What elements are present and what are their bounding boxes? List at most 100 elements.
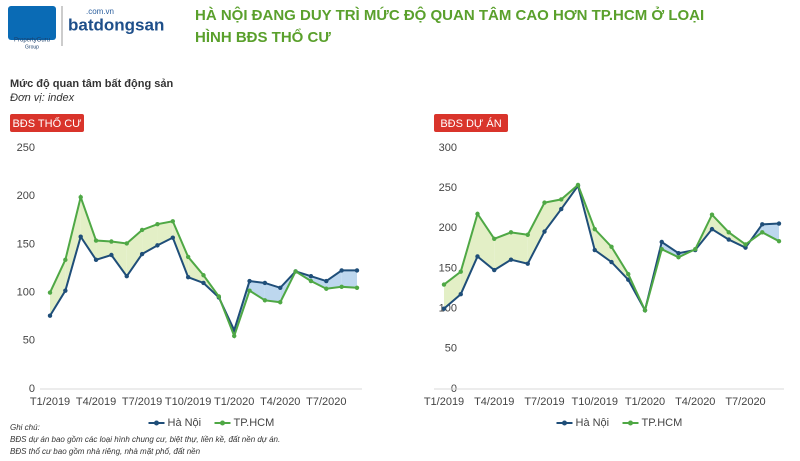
- y-tick-label: 200: [439, 222, 457, 234]
- y-tick-label: 50: [445, 343, 457, 355]
- point: [324, 278, 329, 284]
- fill-between: [527, 202, 545, 264]
- point: [709, 212, 715, 217]
- x-tick-label: T1/2019: [30, 396, 70, 408]
- point: [609, 244, 614, 250]
- point: [458, 269, 463, 274]
- point: [659, 247, 664, 252]
- title: HÀ NỘI ĐANG DUY TRÌ MỨC ĐỘ QUAN TÂM CAO …: [195, 6, 704, 24]
- point: [354, 285, 360, 290]
- point: [776, 238, 782, 244]
- point: [525, 232, 530, 237]
- y-tick-label: 50: [23, 335, 35, 347]
- y-tick-label: 200: [17, 190, 35, 202]
- point: [559, 197, 564, 202]
- chart-title: BĐS THỔ CƯ: [12, 117, 81, 130]
- point: [592, 247, 597, 253]
- point: [475, 254, 480, 259]
- point: [247, 288, 252, 293]
- point: [542, 229, 547, 234]
- point: [559, 206, 564, 212]
- fill-between: [477, 213, 495, 271]
- legend-swatch: [628, 420, 633, 426]
- point: [232, 333, 237, 339]
- point: [492, 236, 497, 241]
- fill-between: [96, 240, 112, 260]
- point: [93, 238, 99, 243]
- point: [109, 252, 114, 258]
- point: [676, 255, 681, 260]
- legend-label: Hà Nội: [576, 417, 610, 429]
- point: [659, 239, 664, 245]
- x-tick-label: T10/2019: [165, 396, 211, 408]
- fill-between: [249, 281, 265, 301]
- fill-between: [172, 221, 189, 278]
- logo-text: Group: [25, 44, 39, 50]
- point: [47, 313, 53, 318]
- fill-between: [444, 271, 461, 309]
- point: [693, 247, 698, 252]
- chart-title: BĐS DỰ ÁN: [440, 117, 501, 130]
- y-tick-label: 250: [17, 142, 35, 154]
- point: [308, 274, 314, 279]
- fill-between: [460, 213, 478, 295]
- point: [262, 280, 268, 286]
- point: [278, 300, 283, 305]
- badge: [434, 114, 508, 132]
- point: [575, 182, 581, 188]
- point: [458, 292, 463, 297]
- point: [339, 268, 344, 273]
- badge: [10, 114, 84, 132]
- point: [441, 282, 447, 287]
- point: [626, 271, 631, 277]
- point: [642, 308, 648, 313]
- point: [216, 294, 222, 299]
- point: [525, 261, 530, 266]
- point: [78, 234, 83, 239]
- y-tick-label: 100: [439, 303, 457, 315]
- fill-between: [544, 199, 562, 232]
- x-tick-label: T7/2019: [122, 396, 162, 408]
- unit: Đơn vị: index: [10, 92, 75, 104]
- fill-between: [264, 282, 281, 303]
- point: [508, 230, 514, 235]
- point: [201, 280, 206, 286]
- fill-between: [762, 223, 779, 242]
- legend-swatch: [562, 420, 567, 426]
- point: [201, 273, 206, 278]
- point: [170, 219, 175, 224]
- point: [308, 278, 314, 284]
- y-tick-label: 100: [17, 287, 35, 299]
- x-tick-label: T1/2020: [625, 396, 665, 408]
- title: HÌNH BĐS THỔ CƯ: [195, 28, 331, 46]
- note: BĐS thổ cư bao gồm nhà riêng, nhà mặt ph…: [10, 447, 201, 456]
- y-tick-label: 150: [17, 238, 35, 250]
- point: [776, 221, 782, 226]
- logo-text: .com.vn: [86, 7, 114, 16]
- point: [324, 286, 329, 291]
- point: [475, 211, 480, 217]
- fill-between: [65, 197, 81, 291]
- point: [139, 251, 145, 257]
- fill-between: [310, 276, 327, 289]
- point: [676, 251, 681, 256]
- fill-between: [511, 232, 528, 264]
- note: BĐS dự án bao gồm các loại hình chung cư…: [10, 435, 280, 444]
- point: [339, 284, 344, 290]
- point: [185, 274, 191, 280]
- point: [492, 267, 497, 273]
- legend-swatch: [154, 420, 159, 426]
- point: [185, 254, 191, 260]
- fill-between: [341, 270, 357, 288]
- fill-between: [111, 241, 127, 277]
- fill-between: [80, 197, 97, 260]
- point: [293, 269, 298, 274]
- legend-label: TP.HCM: [642, 417, 683, 429]
- point: [170, 235, 175, 240]
- line: [49, 193, 358, 339]
- point: [760, 222, 765, 227]
- logo-text: batdongsan: [68, 15, 164, 34]
- point: [63, 288, 68, 293]
- point: [542, 200, 547, 205]
